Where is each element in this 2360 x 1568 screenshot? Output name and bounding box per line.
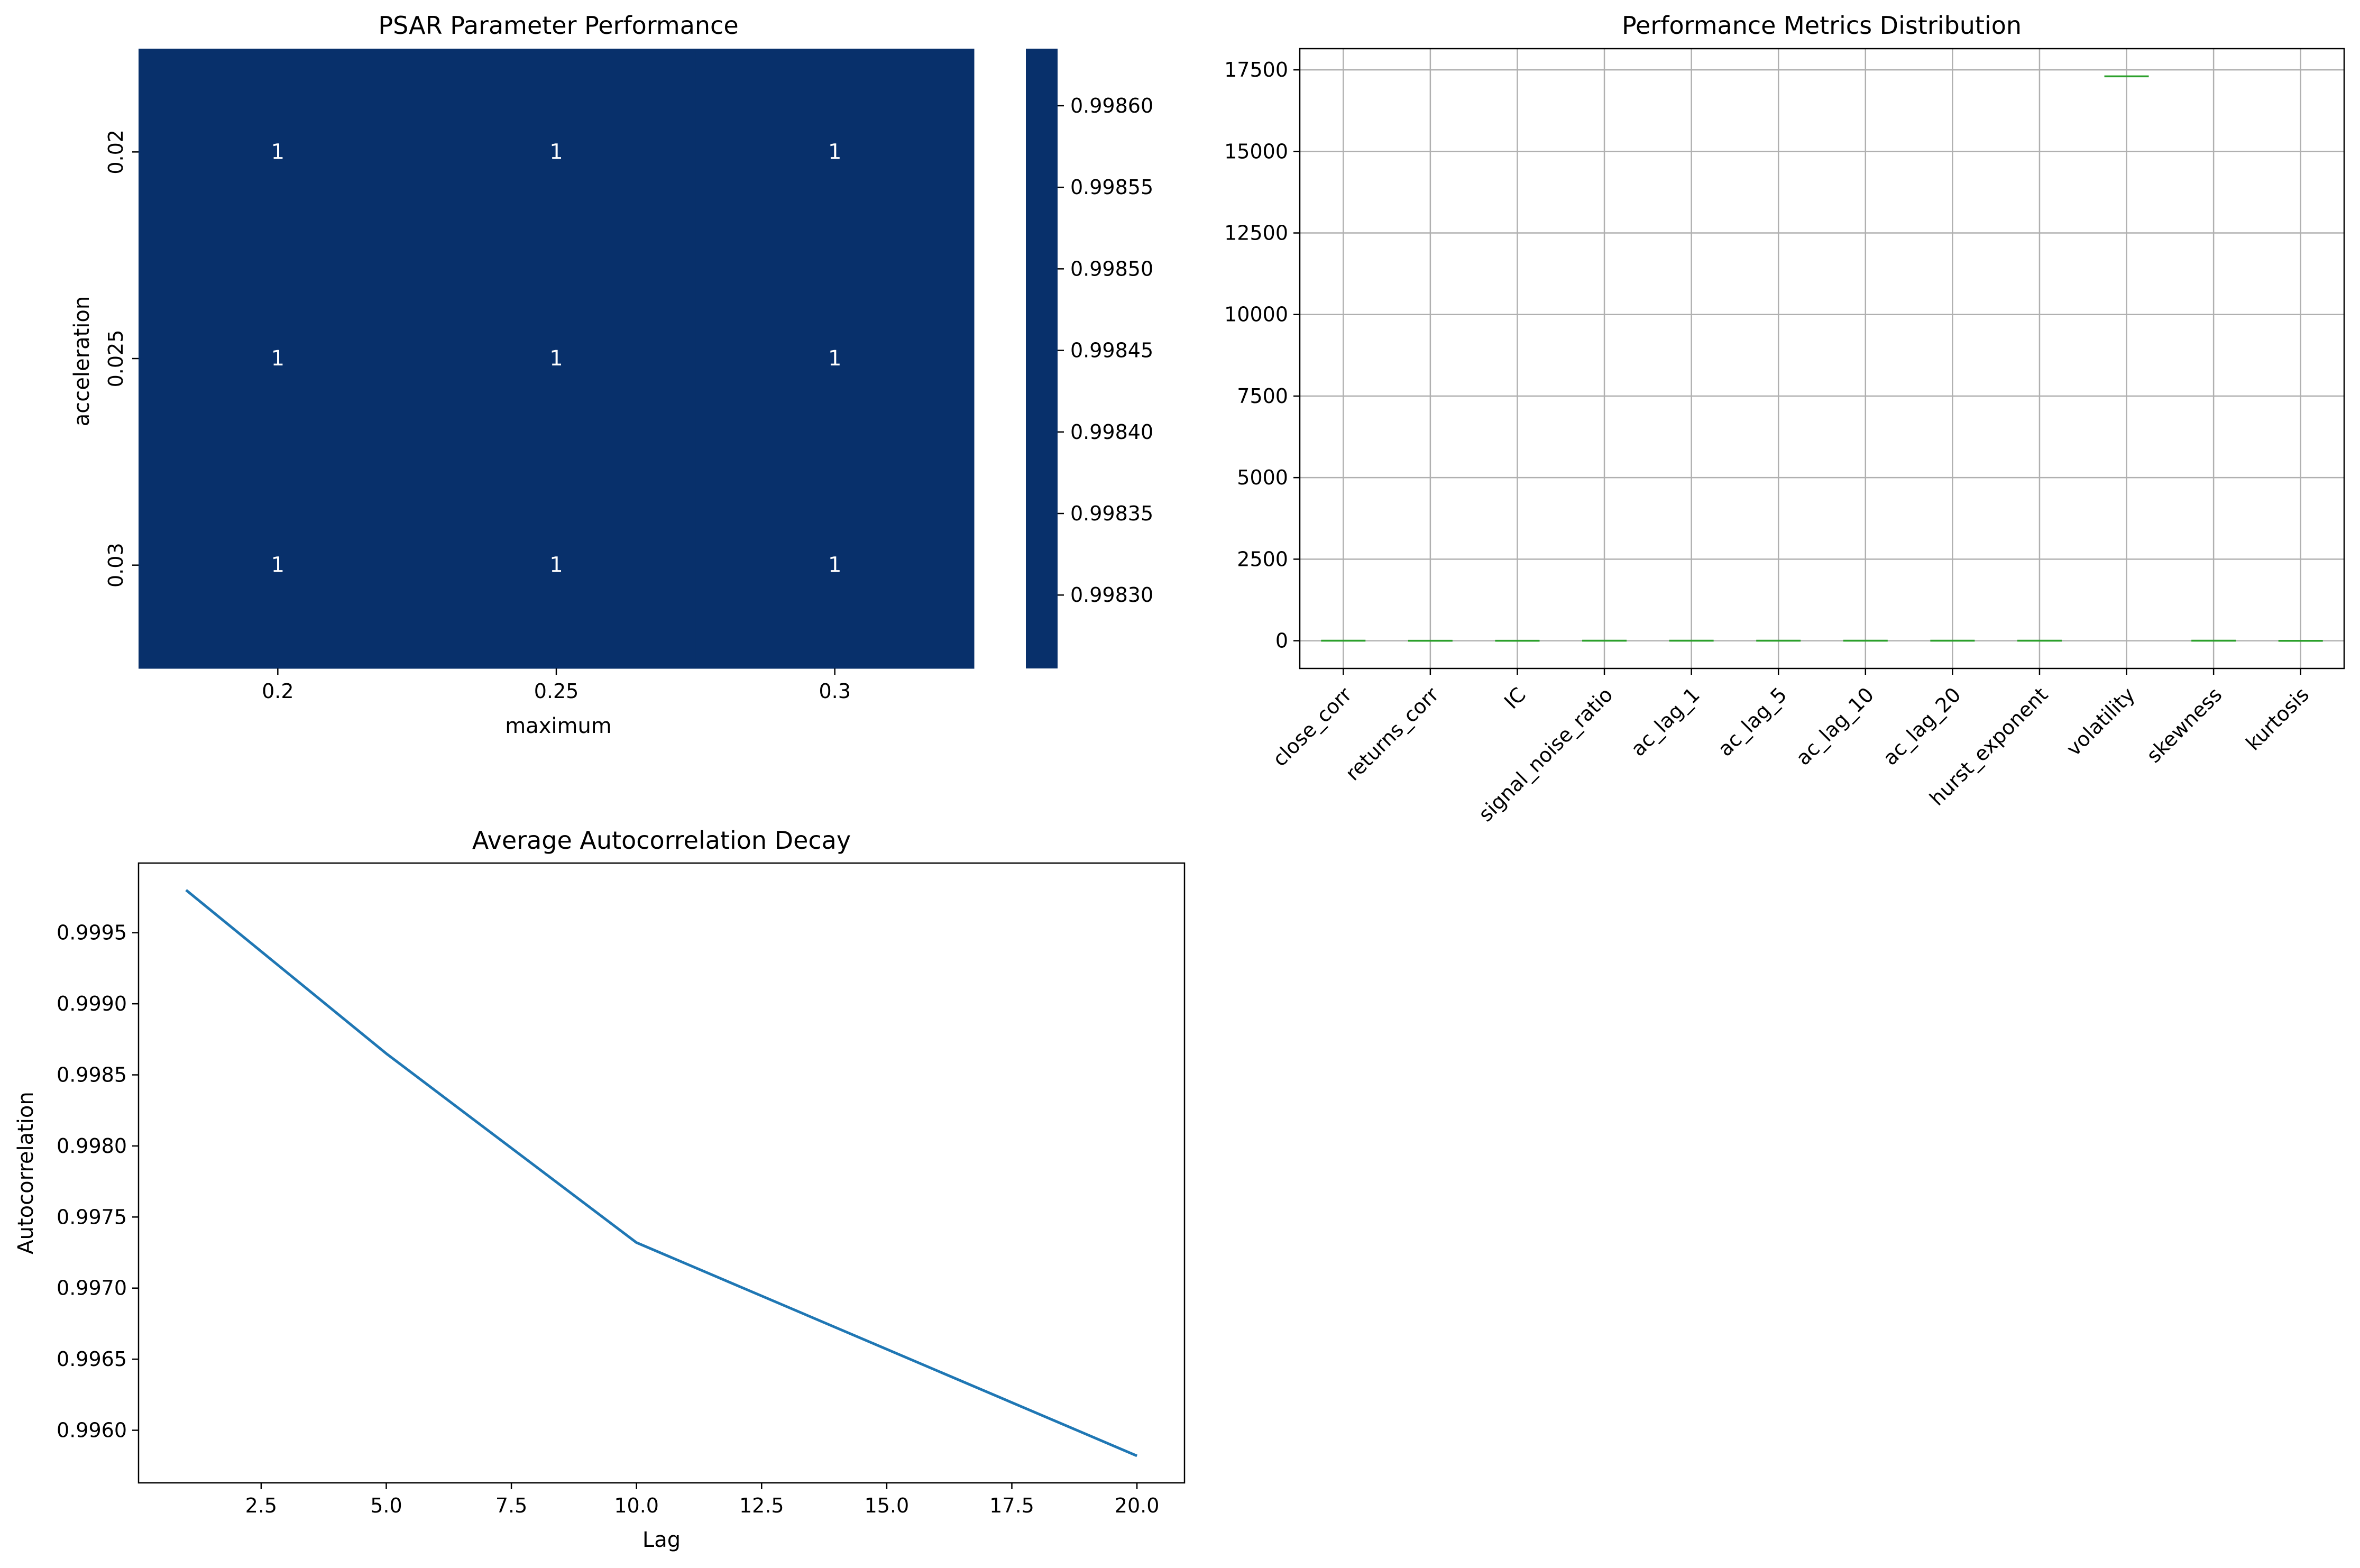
colorbar-tick-label: 0.99850 <box>1070 257 1153 280</box>
heatmap-x-label: maximum <box>505 714 612 738</box>
heatmap-cell <box>139 49 418 256</box>
line-x-tick-label: 2.5 <box>245 1494 277 1517</box>
boxplot-medians <box>1321 75 2323 642</box>
boxplot-y-tick-label: 7500 <box>1237 384 1288 408</box>
colorbar-tick-label: 0.99855 <box>1070 176 1153 199</box>
boxplot-title: Performance Metrics Distribution <box>1622 11 2022 40</box>
colorbar-tick-label: 0.99860 <box>1070 94 1153 117</box>
boxplot-y-tick-label: 12500 <box>1224 222 1288 245</box>
boxplot-x-tick-label: kurtosis <box>2242 683 2313 755</box>
boxplot-x-tick-label: close_corr <box>1268 683 1356 771</box>
line-x-tick-label: 12.5 <box>739 1494 784 1517</box>
heatmap-cell-annotation: 1 <box>549 140 563 164</box>
heatmap-x-tick-label: 0.2 <box>262 680 293 703</box>
boxplot-frame <box>1299 48 2345 670</box>
boxplot-y-tick-label: 2500 <box>1237 547 1288 571</box>
heatmap-x-tick-label: 0.3 <box>819 680 850 703</box>
line-series <box>185 889 1138 1457</box>
boxplot-x-tick-label: skewness <box>2142 683 2227 767</box>
boxplot-y-tick-label: 0 <box>1275 629 1288 653</box>
heatmap-cell-annotation: 1 <box>828 346 841 371</box>
heatmap-panel: PSAR Parameter Performance 1 1 1 1 1 1 1 1 1 0.2… <box>70 11 1153 738</box>
line-title: Average Autocorrelation Decay <box>472 826 851 855</box>
boxplot-x-tick-label: ac_lag_20 <box>1878 683 1965 769</box>
line-y-tick-label: 0.9965 <box>57 1347 127 1371</box>
boxplot-x-tick-label: ac_lag_5 <box>1713 683 1791 760</box>
heatmap-y-tick-label: 0.03 <box>104 543 127 588</box>
boxplot-x-tick-label: signal_noise_ratio <box>1474 683 1618 826</box>
boxplot-panel: Performance Metrics Distribution 0 2500 50… <box>1224 11 2345 826</box>
line-y-tick-label: 0.9975 <box>57 1205 127 1228</box>
heatmap-cell-annotation: 1 <box>271 553 284 577</box>
heatmap-y-label: acceleration <box>70 296 94 426</box>
boxplot-x-tick-label: ac_lag_10 <box>1792 683 1878 769</box>
heatmap-cell <box>139 255 418 462</box>
boxplot-y-tick-label: 10000 <box>1224 303 1288 326</box>
line-x-tick-label: 20.0 <box>1115 1494 1160 1517</box>
line-x-tick-label: 7.5 <box>495 1494 527 1517</box>
colorbar-tick-label: 0.99835 <box>1070 502 1153 525</box>
boxplot-y-tick-label: 15000 <box>1224 140 1288 163</box>
heatmap-cell <box>139 462 418 669</box>
heatmap-annotations: 1 1 1 1 1 1 1 1 1 <box>271 140 842 577</box>
line-panel: Average Autocorrelation Decay 2.5 5.0 7.5 1… <box>14 826 1186 1552</box>
line-y-ticks: 0.9960 0.9965 0.9970 0.9975 0.9980 0.9985 0.99… <box>57 921 139 1442</box>
line-x-label: Lag <box>642 1528 681 1552</box>
line-y-label: Autocorrelation <box>14 1092 38 1254</box>
heatmap-x-ticks: 0.2 0.25 0.3 <box>262 668 851 703</box>
heatmap-colorbar-ticks: 0.99860 0.99855 0.99850 0.99845 0.99840 0.998… <box>1058 94 1153 607</box>
boxplot-y-tick-label: 17500 <box>1224 58 1288 81</box>
heatmap-cell-annotation: 1 <box>271 346 284 371</box>
heatmap-cells <box>139 49 975 669</box>
line-y-tick-label: 0.9980 <box>57 1134 127 1158</box>
heatmap-x-tick-label: 0.25 <box>534 680 579 703</box>
line-y-tick-label: 0.9970 <box>57 1277 127 1300</box>
boxplot-y-ticks: 0 2500 5000 7500 10000 12500 15000 17500 <box>1224 58 1300 653</box>
heatmap-cell-annotation: 1 <box>828 553 841 577</box>
heatmap-title: PSAR Parameter Performance <box>378 11 738 40</box>
heatmap-colorbar <box>1026 49 1058 668</box>
line-y-tick-label: 0.9960 <box>57 1419 127 1442</box>
colorbar-tick-label: 0.99840 <box>1070 420 1153 444</box>
colorbar-tick-label: 0.99845 <box>1070 339 1153 362</box>
boxplot-x-tick-label: ac_lag_1 <box>1627 683 1704 760</box>
heatmap-cell <box>695 49 975 256</box>
boxplot-x-tick-label: IC <box>1500 683 1530 713</box>
line-x-ticks: 2.5 5.0 7.5 10.0 12.5 15.0 17.5 20.0 <box>245 1483 1160 1517</box>
heatmap-cell <box>417 462 696 669</box>
line-x-tick-label: 17.5 <box>989 1494 1034 1517</box>
heatmap-cell <box>417 49 696 256</box>
line-y-tick-label: 0.9990 <box>57 992 127 1015</box>
line-y-tick-label: 0.9995 <box>57 921 127 945</box>
boxplot-x-tick-label: volatility <box>2062 683 2139 760</box>
heatmap-cell-annotation: 1 <box>549 346 563 371</box>
heatmap-cell-annotation: 1 <box>549 553 563 577</box>
heatmap-cell-annotation: 1 <box>828 140 841 164</box>
line-x-tick-label: 5.0 <box>370 1494 402 1517</box>
line-frame <box>137 862 1186 1484</box>
heatmap-cell <box>695 462 975 669</box>
heatmap-cell <box>695 255 975 462</box>
line-x-tick-label: 10.0 <box>614 1494 659 1517</box>
line-x-tick-label: 15.0 <box>865 1494 910 1517</box>
boxplot-grid <box>1300 49 2344 668</box>
colorbar-tick-label: 0.99830 <box>1070 583 1153 607</box>
heatmap-y-tick-label: 0.025 <box>104 330 127 388</box>
heatmap-y-ticks: 0.02 0.025 0.03 <box>104 130 139 588</box>
heatmap-y-tick-label: 0.02 <box>104 130 127 175</box>
boxplot-x-tick-label: returns_corr <box>1341 683 1444 785</box>
line-y-tick-label: 0.9985 <box>57 1063 127 1087</box>
heatmap-cell <box>417 255 696 462</box>
heatmap-cell-annotation: 1 <box>271 140 284 164</box>
boxplot-y-tick-label: 5000 <box>1237 466 1288 489</box>
